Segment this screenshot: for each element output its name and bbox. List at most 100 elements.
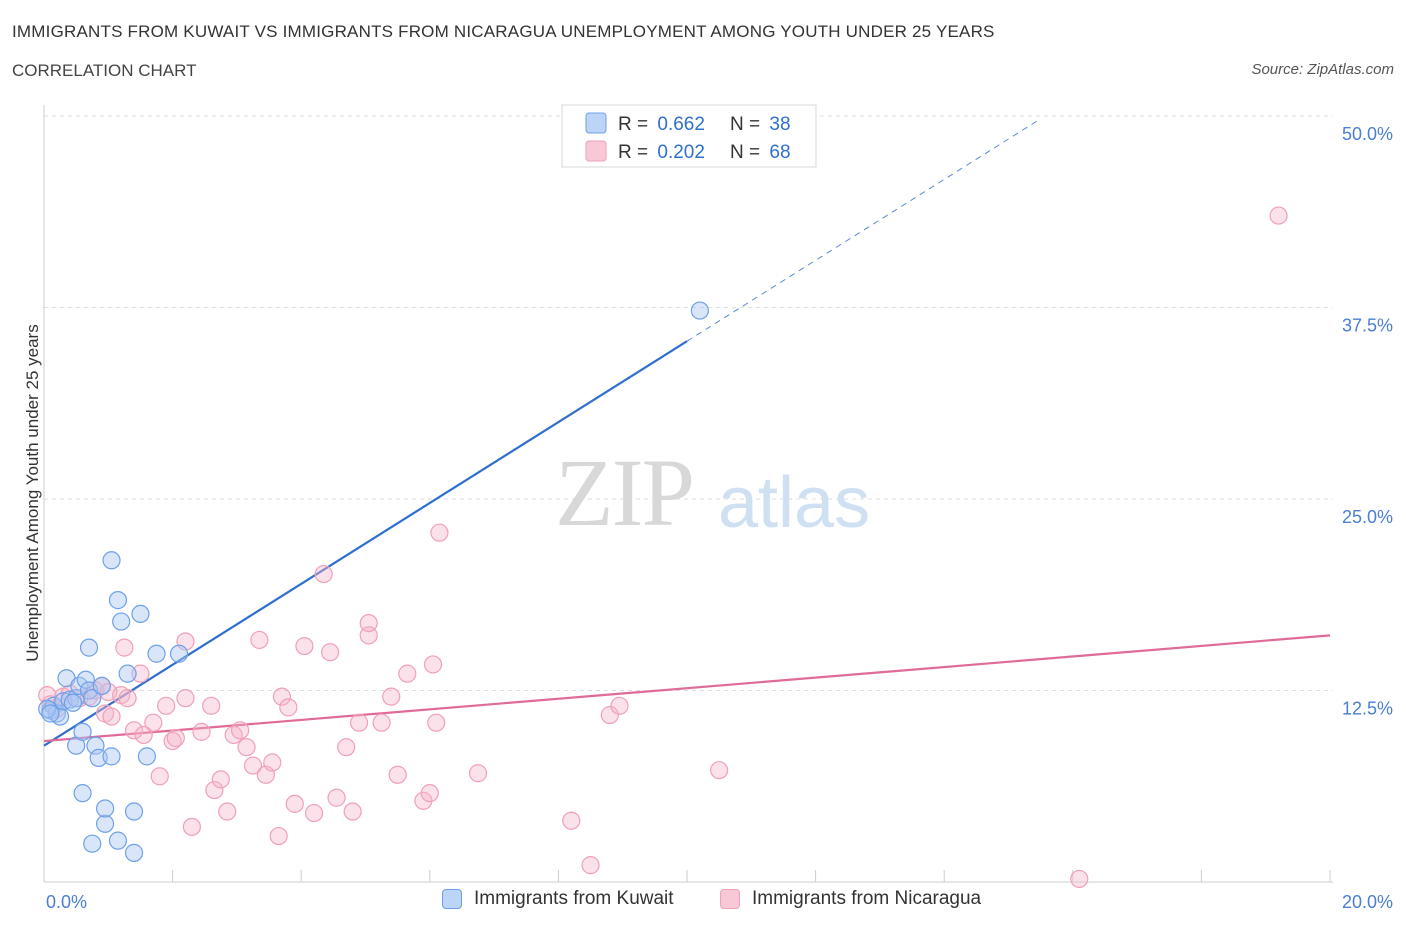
data-point-nicaragua [388, 765, 407, 784]
legend-nicaragua-n-value: 68 [769, 142, 790, 163]
legend-nicaragua-r-label: R = [618, 142, 653, 163]
data-point-nicaragua [562, 811, 581, 830]
data-point-kuwait [690, 301, 709, 320]
axes [43, 105, 1333, 883]
legend-kuwait-swatch-bottom [442, 889, 462, 909]
data-point-nicaragua [600, 705, 619, 725]
data-point-kuwait [83, 689, 102, 708]
data-point-nicaragua [423, 655, 443, 674]
data-point-nicaragua [420, 784, 439, 803]
data-point-nicaragua [430, 523, 449, 542]
data-point-nicaragua [610, 696, 629, 715]
data-point-nicaragua [131, 664, 150, 683]
data-point-kuwait [83, 834, 102, 853]
data-point-kuwait [76, 670, 95, 689]
data-point-nicaragua [1269, 206, 1288, 225]
data-point-nicaragua [314, 564, 333, 584]
svg-text:N = 38: N = 38 [730, 114, 791, 135]
data-point-nicaragua [176, 689, 195, 708]
legend-nicaragua-label: Immigrants from Nicaragua [752, 888, 982, 909]
data-point-nicaragua [382, 687, 401, 706]
y-axis-label: Unemployment Among Youth under 25 years [23, 324, 42, 661]
svg-text:R = 0.202: R = 0.202 [618, 142, 705, 163]
data-point-kuwait [102, 551, 121, 570]
legend-kuwait-swatch [585, 112, 607, 134]
source-label: Source: ZipAtlas.com [1251, 61, 1394, 78]
data-point-kuwait [73, 784, 92, 803]
legend-kuwait-r-value: 0.662 [657, 114, 705, 135]
y-tick-label: 12.5% [1342, 699, 1393, 719]
data-point-nicaragua [710, 761, 729, 780]
data-point-nicaragua [243, 756, 263, 775]
x-tick-label: 20.0% [1342, 892, 1393, 912]
data-point-nicaragua [134, 725, 153, 745]
data-point-nicaragua [163, 731, 182, 751]
data-point-nicaragua [427, 713, 446, 732]
watermark-zip: ZIP [555, 439, 693, 546]
data-point-nicaragua [349, 713, 369, 732]
data-point-nicaragua [224, 725, 243, 745]
data-point-nicaragua [150, 767, 169, 786]
data-point-kuwait [95, 799, 115, 818]
data-point-kuwait [73, 722, 92, 741]
data-point-nicaragua [295, 636, 314, 656]
data-point-nicaragua [218, 802, 237, 821]
data-point-kuwait [118, 664, 137, 683]
data-point-nicaragua [202, 696, 221, 715]
data-point-nicaragua [250, 630, 269, 650]
legend-bottom: Immigrants from Kuwait Immigrants from N… [0, 888, 1406, 916]
data-point-nicaragua [372, 713, 391, 732]
trend-lines [43, 118, 1331, 747]
data-point-nicaragua [337, 738, 356, 757]
data-point-kuwait [124, 843, 144, 862]
data-point-kuwait [63, 693, 83, 712]
data-point-nicaragua [272, 687, 292, 706]
data-point-kuwait [137, 747, 156, 766]
data-point-nicaragua [211, 770, 230, 789]
y-tick-label: 25.0% [1342, 507, 1393, 527]
chart-title: IMMIGRANTS FROM KUWAIT VS IMMIGRANTS FRO… [12, 22, 995, 41]
data-point-nicaragua [269, 826, 288, 846]
data-point-kuwait [79, 638, 99, 657]
data-point-nicaragua [182, 817, 201, 836]
data-point-kuwait [60, 690, 79, 709]
watermark-atlas: atlas [718, 463, 870, 543]
legend-nicaragua-r-value: 0.202 [657, 142, 705, 163]
y-tick-label: 37.5% [1342, 316, 1393, 336]
legend-nicaragua-swatch [585, 140, 607, 162]
data-point-nicaragua [166, 728, 185, 748]
data-point-kuwait [92, 676, 111, 696]
data-point-nicaragua [285, 794, 304, 813]
data-point-nicaragua [1070, 869, 1089, 889]
data-point-nicaragua [279, 698, 298, 717]
grid-lines [44, 115, 1333, 691]
data-point-nicaragua [263, 753, 282, 772]
data-point-nicaragua [359, 613, 378, 633]
data-point-kuwait [102, 747, 121, 766]
trend-line-extension-0 [686, 118, 1041, 342]
data-point-kuwait [124, 802, 144, 821]
watermark: ZIP atlas [555, 439, 870, 546]
data-point-kuwait [169, 644, 189, 663]
legend-kuwait-label: Immigrants from Kuwait [474, 888, 674, 909]
legend-nicaragua-swatch-bottom [720, 889, 740, 909]
data-point-kuwait [112, 612, 131, 631]
data-point-nicaragua [231, 721, 250, 740]
data-point-kuwait [131, 604, 150, 624]
data-point-nicaragua [398, 664, 417, 683]
data-point-nicaragua [237, 738, 256, 757]
trend-line-0 [43, 340, 688, 747]
data-point-nicaragua [192, 722, 211, 741]
data-point-nicaragua [102, 707, 121, 726]
data-point-kuwait [41, 704, 60, 723]
svg-text:N = 68: N = 68 [730, 142, 791, 163]
data-point-nicaragua [304, 803, 324, 823]
data-point-nicaragua [157, 696, 176, 715]
data-point-kuwait [147, 644, 166, 663]
y-tick-label: 50.0% [1342, 124, 1393, 144]
chart-subtitle: CORRELATION CHART [12, 61, 197, 80]
legend-top: R = 0.662 N = 38 R = 0.202 N = 68 [561, 104, 817, 168]
data-points [38, 206, 1288, 889]
legend-nicaragua-n-label: N = [730, 142, 765, 163]
legend-kuwait-r-label: R = [618, 114, 653, 135]
